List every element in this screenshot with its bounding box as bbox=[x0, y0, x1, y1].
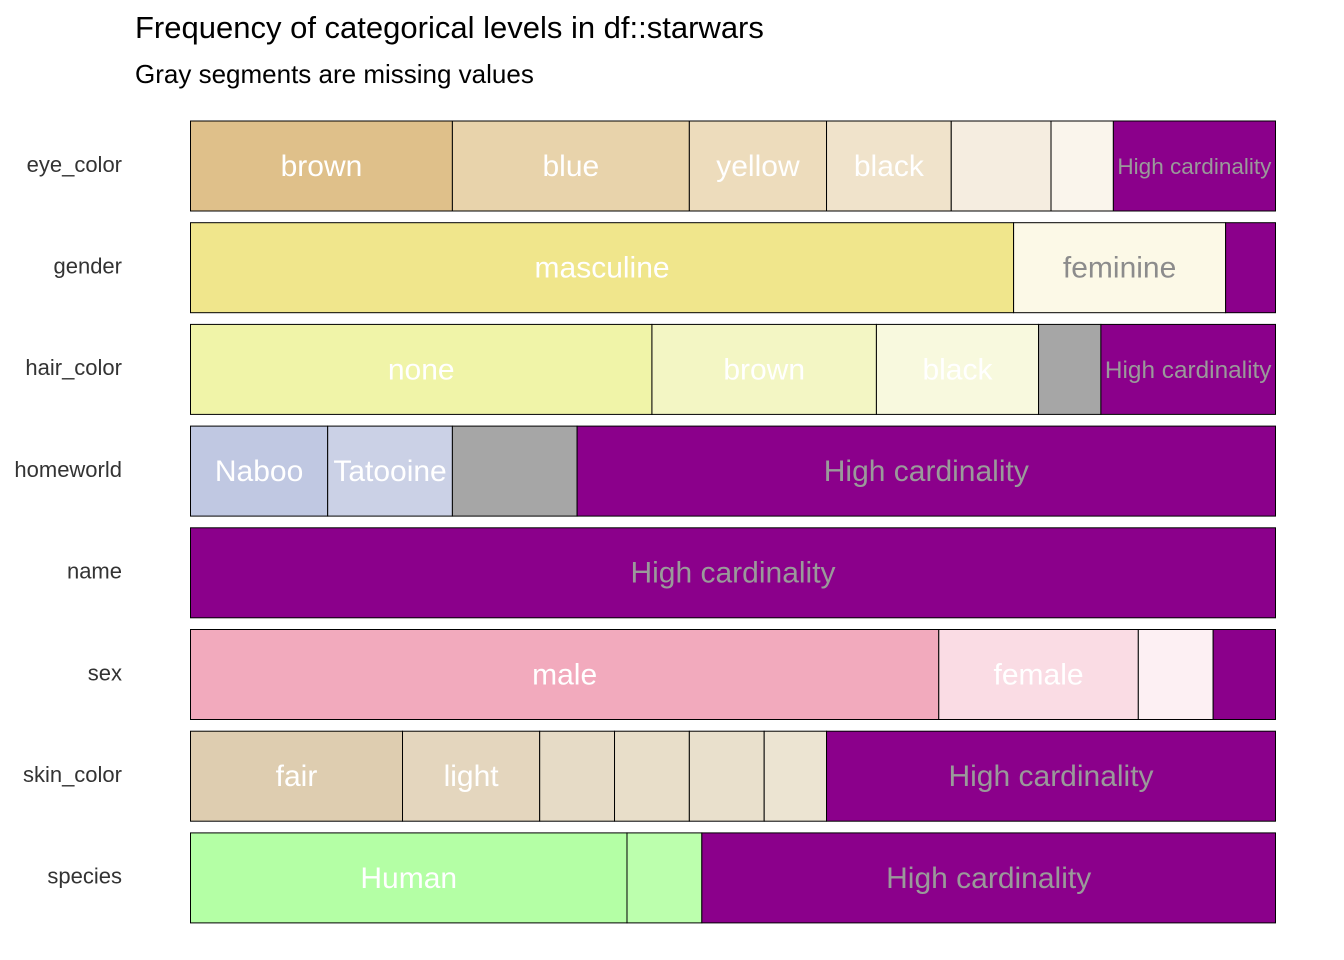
segment bbox=[688, 120, 828, 212]
segment bbox=[327, 425, 453, 517]
segment bbox=[1225, 222, 1277, 314]
segment-label: Tatooine bbox=[333, 455, 446, 488]
segment bbox=[1050, 120, 1114, 212]
segment bbox=[190, 222, 1015, 314]
segment bbox=[826, 730, 1276, 822]
segment-label: female bbox=[994, 658, 1084, 691]
segment-label: High cardinality bbox=[630, 557, 835, 590]
segment-label: High cardinality bbox=[948, 760, 1153, 793]
segment-label: blue bbox=[543, 150, 600, 183]
segment bbox=[576, 425, 1276, 517]
row-label: skin_color bbox=[23, 762, 122, 787]
segment-label: light bbox=[444, 760, 500, 793]
segment-label: brown bbox=[281, 150, 363, 183]
segment-label: Naboo bbox=[215, 455, 303, 488]
segment-label: fair bbox=[276, 760, 318, 793]
segment bbox=[1112, 120, 1276, 212]
segment bbox=[938, 629, 1139, 720]
segment bbox=[190, 425, 329, 517]
segment bbox=[763, 730, 828, 822]
segment-label: yellow bbox=[716, 150, 800, 183]
segment bbox=[826, 120, 952, 212]
row-label: eye_color bbox=[27, 152, 122, 177]
segment bbox=[688, 730, 765, 822]
segment-label: black bbox=[854, 150, 925, 183]
segment-label: High cardinality bbox=[886, 862, 1091, 895]
segment-label: feminine bbox=[1063, 252, 1176, 285]
segment bbox=[1137, 629, 1214, 720]
chart-title: Frequency of categorical levels in df::s… bbox=[135, 10, 764, 45]
segment bbox=[190, 120, 453, 212]
segment bbox=[875, 323, 1040, 415]
segment bbox=[451, 425, 578, 517]
row-label: hair_color bbox=[25, 355, 122, 380]
segment-label: High cardinality bbox=[824, 455, 1029, 488]
row-label: gender bbox=[53, 254, 122, 279]
segment bbox=[1038, 323, 1102, 415]
segment bbox=[1013, 222, 1227, 314]
segment bbox=[402, 730, 541, 822]
segment bbox=[190, 629, 940, 720]
segment-label: male bbox=[532, 658, 597, 691]
row-label: species bbox=[47, 864, 122, 889]
segment bbox=[950, 120, 1052, 212]
segment-label: High cardinality bbox=[1117, 154, 1272, 179]
segment bbox=[1100, 323, 1277, 415]
chart-subtitle: Gray segments are missing values bbox=[135, 59, 534, 89]
segment bbox=[1212, 629, 1276, 720]
segment bbox=[626, 832, 703, 924]
segment-label: brown bbox=[723, 353, 805, 386]
segment bbox=[190, 323, 653, 415]
row-label: homeworld bbox=[14, 457, 122, 482]
segment-label: black bbox=[922, 353, 993, 386]
segment bbox=[614, 730, 690, 822]
segment-label: Human bbox=[360, 862, 457, 895]
segment-label: masculine bbox=[535, 252, 670, 285]
segment bbox=[451, 120, 690, 212]
segment bbox=[190, 832, 628, 924]
segment bbox=[190, 730, 404, 822]
segment bbox=[701, 832, 1276, 924]
row-label: sex bbox=[88, 660, 122, 685]
segment-label: High cardinality bbox=[1105, 357, 1272, 384]
segment bbox=[651, 323, 877, 415]
segment-label: none bbox=[388, 353, 455, 386]
row-label: name bbox=[67, 559, 122, 584]
segment bbox=[539, 730, 616, 822]
segment bbox=[190, 527, 1276, 619]
